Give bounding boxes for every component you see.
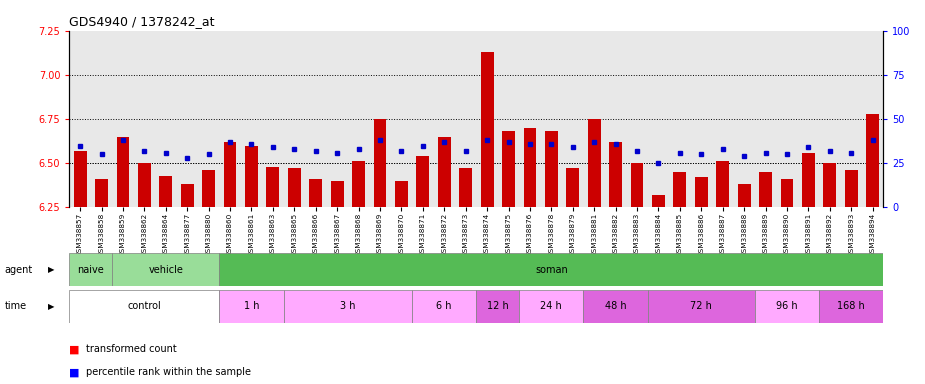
Bar: [519, 290, 584, 323]
Bar: [224, 142, 237, 207]
Text: 6 h: 6 h: [437, 301, 452, 311]
Text: 72 h: 72 h: [690, 301, 712, 311]
Bar: [545, 131, 558, 207]
Text: 48 h: 48 h: [605, 301, 626, 311]
Text: agent: agent: [5, 265, 33, 275]
Bar: [845, 170, 857, 207]
Bar: [245, 146, 258, 207]
Bar: [759, 172, 772, 207]
Bar: [180, 184, 193, 207]
Bar: [781, 179, 794, 207]
Bar: [476, 290, 519, 323]
Text: ▶: ▶: [48, 302, 55, 311]
Bar: [413, 290, 476, 323]
Bar: [566, 169, 579, 207]
Bar: [219, 253, 883, 286]
Bar: [95, 179, 108, 207]
Text: GDS4940 / 1378242_at: GDS4940 / 1378242_at: [69, 15, 215, 28]
Text: time: time: [5, 301, 27, 311]
Bar: [584, 290, 647, 323]
Text: 168 h: 168 h: [837, 301, 865, 311]
Text: 24 h: 24 h: [540, 301, 562, 311]
Bar: [866, 114, 879, 207]
Text: 96 h: 96 h: [776, 301, 797, 311]
Bar: [459, 169, 472, 207]
Bar: [416, 156, 429, 207]
Bar: [69, 253, 112, 286]
Bar: [331, 181, 343, 207]
Bar: [802, 152, 815, 207]
Text: transformed count: transformed count: [86, 344, 177, 354]
Bar: [74, 151, 87, 207]
Bar: [352, 161, 365, 207]
Text: ▶: ▶: [48, 265, 55, 274]
Bar: [716, 161, 729, 207]
Text: control: control: [128, 301, 161, 311]
Bar: [266, 167, 279, 207]
Bar: [219, 290, 284, 323]
Bar: [610, 142, 622, 207]
Text: 1 h: 1 h: [243, 301, 259, 311]
Bar: [69, 290, 219, 323]
Text: percentile rank within the sample: percentile rank within the sample: [86, 367, 251, 377]
Text: 12 h: 12 h: [487, 301, 509, 311]
Bar: [652, 195, 665, 207]
Bar: [284, 290, 413, 323]
Bar: [481, 52, 494, 207]
Bar: [738, 184, 750, 207]
Text: vehicle: vehicle: [148, 265, 183, 275]
Bar: [631, 163, 644, 207]
Bar: [438, 137, 450, 207]
Bar: [112, 253, 219, 286]
Bar: [117, 137, 130, 207]
Bar: [755, 290, 820, 323]
Bar: [288, 169, 301, 207]
Bar: [823, 163, 836, 207]
Text: ■: ■: [69, 344, 80, 354]
Bar: [138, 163, 151, 207]
Bar: [395, 181, 408, 207]
Bar: [648, 290, 755, 323]
Bar: [203, 170, 215, 207]
Bar: [695, 177, 708, 207]
Bar: [309, 179, 322, 207]
Bar: [524, 128, 536, 207]
Text: 3 h: 3 h: [340, 301, 355, 311]
Bar: [502, 131, 515, 207]
Bar: [587, 119, 600, 207]
Text: naive: naive: [78, 265, 105, 275]
Text: soman: soman: [535, 265, 568, 275]
Text: ■: ■: [69, 367, 80, 377]
Bar: [159, 175, 172, 207]
Bar: [820, 290, 883, 323]
Bar: [673, 172, 686, 207]
Bar: [374, 119, 387, 207]
